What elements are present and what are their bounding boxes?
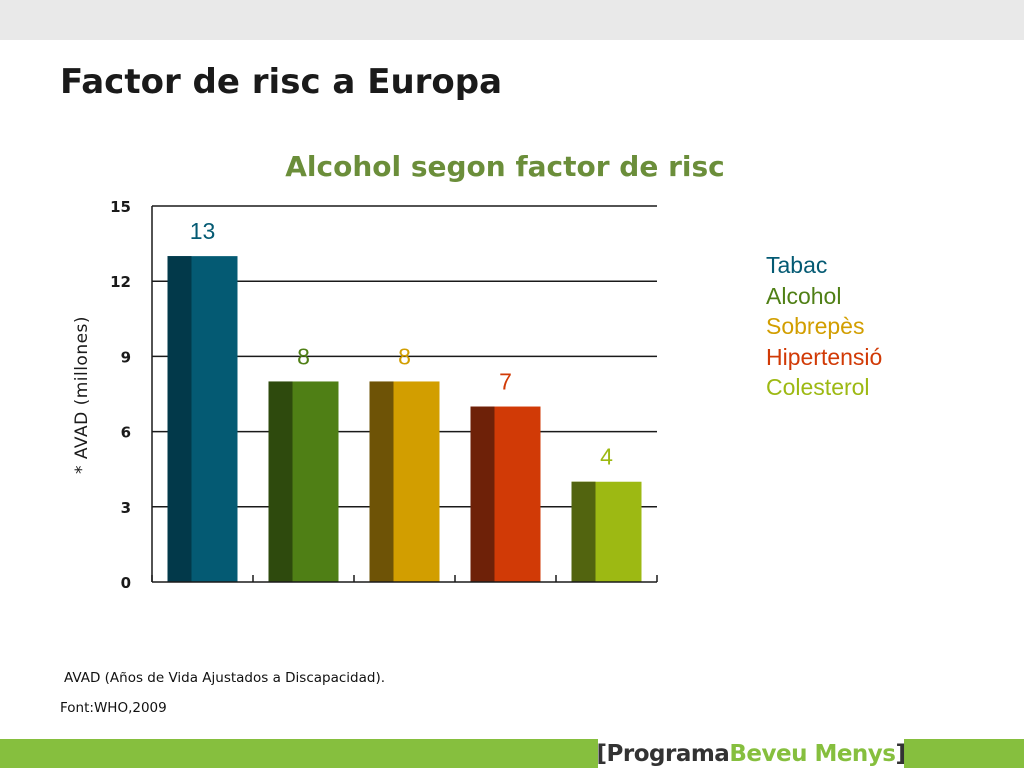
legend-item-colesterol: Colesterol xyxy=(766,374,870,400)
legend: Tabac Alcohol Sobrepès Hipertensió Colestero… xyxy=(766,250,882,403)
chart-title: Alcohol segon factor de risc xyxy=(285,150,725,183)
bar-shade xyxy=(470,406,495,582)
brand-word-programa: Programa xyxy=(606,740,730,767)
y-axis-ticks: 0 3 6 9 12 15 xyxy=(110,198,131,592)
data-label: 13 xyxy=(190,218,216,244)
footnote: AVAD (Años de Vida Ajustados a Discapaci… xyxy=(64,670,386,686)
y-tick-label: 6 xyxy=(121,424,131,442)
top-band xyxy=(0,0,1024,40)
data-label: 8 xyxy=(398,343,411,369)
bar-shade xyxy=(369,381,394,582)
slide-title: Factor de risc a Europa xyxy=(60,62,503,102)
source-note: Font:WHO,2009 xyxy=(60,700,167,716)
bar-shade xyxy=(167,256,192,582)
legend-item-tabac: Tabac xyxy=(766,252,828,278)
bar-shade xyxy=(268,381,293,582)
brand-open-bracket: [ xyxy=(596,740,608,767)
legend-item-hipertensió: Hipertensió xyxy=(766,343,883,370)
data-label: 4 xyxy=(600,444,613,470)
y-tick-label: 0 xyxy=(121,574,131,592)
axes xyxy=(151,206,658,583)
brand-close-bracket: ] xyxy=(895,740,907,767)
bars xyxy=(167,256,642,582)
bar-shade xyxy=(571,481,596,582)
y-tick-label: 15 xyxy=(110,198,131,216)
y-tick-label: 9 xyxy=(121,348,131,366)
legend-item-alcohol: Alcohol xyxy=(766,282,842,309)
brand-wordmark: [ Programa Beveu Menys ] xyxy=(596,739,907,768)
data-labels: 13 8 8 7 4 xyxy=(190,218,613,470)
y-axis-label: * AVAD (millones) xyxy=(72,316,92,474)
y-tick-label: 12 xyxy=(110,273,131,291)
data-label: 7 xyxy=(499,369,512,395)
brand-logo: [ Programa Beveu Menys ] xyxy=(596,739,907,768)
legend-item-sobrepès: Sobrepès xyxy=(766,313,865,339)
data-label: 8 xyxy=(297,343,310,369)
y-tick-label: 3 xyxy=(121,499,131,517)
brand-word-beveu-menys: Beveu Menys xyxy=(729,740,896,767)
